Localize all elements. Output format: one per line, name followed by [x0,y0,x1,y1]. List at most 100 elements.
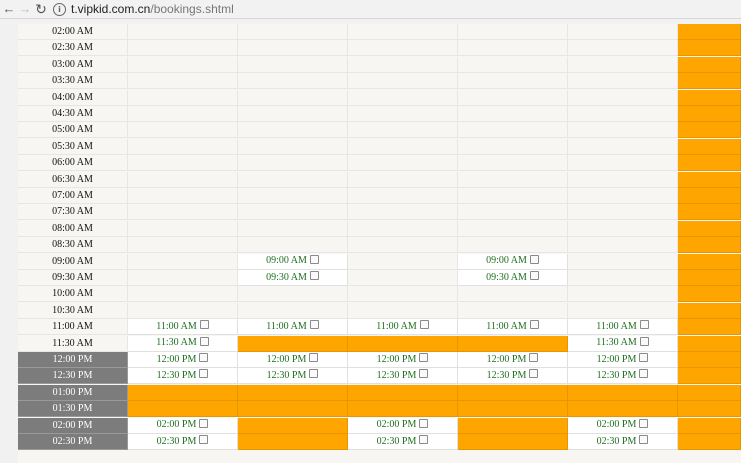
open-slot[interactable]: 11:00 AM [348,319,458,336]
empty-slot [458,171,568,188]
open-slot[interactable]: 12:30 PM [128,368,238,385]
open-slot[interactable]: 11:00 AM [458,319,568,336]
arrow-right-icon[interactable]: → [18,1,32,16]
open-slot[interactable]: 02:30 PM [348,434,458,450]
empty-slot [458,122,568,139]
slot-time-label: 09:30 AM [266,271,307,283]
slot-checkbox[interactable] [199,435,209,444]
address-bar[interactable]: i t.vipkid.com.cn/bookings.shtml [53,1,234,17]
open-slot[interactable]: 09:30 AM [458,270,568,286]
empty-slot [128,24,238,40]
slot-checkbox[interactable] [199,336,209,346]
slot-checkbox[interactable] [529,369,539,379]
booked-slot [238,434,348,450]
open-slot[interactable]: 11:30 AM [568,335,678,352]
slot-time-label: 12:00 PM [156,353,197,365]
booked-slot [348,401,458,418]
open-slot[interactable]: 12:00 PM [128,352,238,368]
slot-checkbox[interactable] [419,320,429,330]
slot-checkbox[interactable] [529,353,539,362]
slot-checkbox[interactable] [199,320,209,330]
booked-slot [678,155,741,172]
reload-icon[interactable]: ↻ [35,1,47,17]
empty-slot [458,40,568,57]
time-label: 06:30 AM [18,171,128,188]
slot-checkbox[interactable] [529,320,539,330]
slot-checkbox[interactable] [529,271,539,280]
empty-slot [348,204,458,221]
empty-slot [238,106,348,122]
empty-slot [238,155,348,172]
slot-checkbox[interactable] [419,353,429,362]
schedule-row: 04:00 AM [18,89,741,106]
booked-slot [458,401,568,418]
open-slot[interactable]: 11:00 AM [238,319,348,336]
slot-checkbox[interactable] [199,418,209,428]
slot-checkbox[interactable] [309,369,319,379]
empty-slot [348,171,458,188]
slot-checkbox[interactable] [419,369,429,379]
schedule-row: 05:30 AM [18,138,741,155]
slot-checkbox[interactable] [199,369,209,379]
time-label: 08:30 AM [18,237,128,254]
open-slot[interactable]: 11:00 AM [128,319,238,336]
open-slot[interactable]: 09:00 AM [458,253,568,270]
empty-slot [128,89,238,106]
empty-slot [568,122,678,139]
open-slot[interactable]: 11:00 AM [568,319,678,336]
slot-time-label: 11:00 AM [376,320,417,332]
slot-checkbox[interactable] [639,320,649,330]
slot-checkbox[interactable] [309,271,319,280]
open-slot[interactable]: 12:30 PM [238,368,348,385]
open-slot[interactable]: 12:00 PM [458,352,568,368]
schedule-row: 06:30 AM [18,171,741,188]
slot-checkbox[interactable] [309,254,319,264]
open-slot[interactable]: 12:00 PM [238,352,348,368]
arrow-left-icon[interactable]: ← [2,1,16,16]
open-slot[interactable]: 12:30 PM [458,368,568,385]
booked-slot [678,401,741,418]
schedule-row: 01:30 PM [18,401,741,418]
schedule-row: 07:00 AM [18,188,741,204]
slot-checkbox[interactable] [639,336,649,346]
slot-time-label: 11:00 AM [596,320,637,332]
empty-slot [458,286,568,303]
empty-slot [348,155,458,172]
slot-time-label: 12:30 PM [266,369,307,381]
slot-checkbox[interactable] [639,369,649,379]
open-slot[interactable]: 02:00 PM [348,417,458,434]
slot-checkbox[interactable] [639,435,649,444]
open-slot[interactable]: 12:00 PM [348,352,458,368]
time-label: 04:30 AM [18,106,128,122]
slot-checkbox[interactable] [309,353,319,362]
time-label: 10:30 AM [18,302,128,319]
booked-slot [458,434,568,450]
open-slot[interactable]: 09:30 AM [238,270,348,286]
slot-checkbox[interactable] [639,418,649,428]
open-slot[interactable]: 02:30 PM [568,434,678,450]
open-slot[interactable]: 11:30 AM [128,335,238,352]
time-label: 05:00 AM [18,122,128,139]
info-circle-icon[interactable]: i [53,2,66,16]
open-slot[interactable]: 02:30 PM [128,434,238,450]
open-slot[interactable]: 12:00 PM [568,352,678,368]
open-slot[interactable]: 12:30 PM [568,368,678,385]
slot-checkbox[interactable] [419,418,429,428]
slot-checkbox[interactable] [639,353,649,362]
booked-slot [678,368,741,385]
slot-time-label: 12:30 PM [486,369,527,381]
empty-slot [458,24,568,40]
slot-checkbox[interactable] [309,320,319,330]
slot-checkbox[interactable] [199,353,209,362]
empty-slot [568,56,678,73]
open-slot[interactable]: 09:00 AM [238,253,348,270]
open-slot[interactable]: 02:00 PM [568,417,678,434]
empty-slot [458,204,568,221]
open-slot[interactable]: 02:00 PM [128,417,238,434]
empty-slot [238,89,348,106]
slot-checkbox[interactable] [419,435,429,444]
open-slot[interactable]: 12:30 PM [348,368,458,385]
booked-slot [128,384,238,401]
slot-checkbox[interactable] [529,254,539,264]
empty-slot [568,40,678,57]
